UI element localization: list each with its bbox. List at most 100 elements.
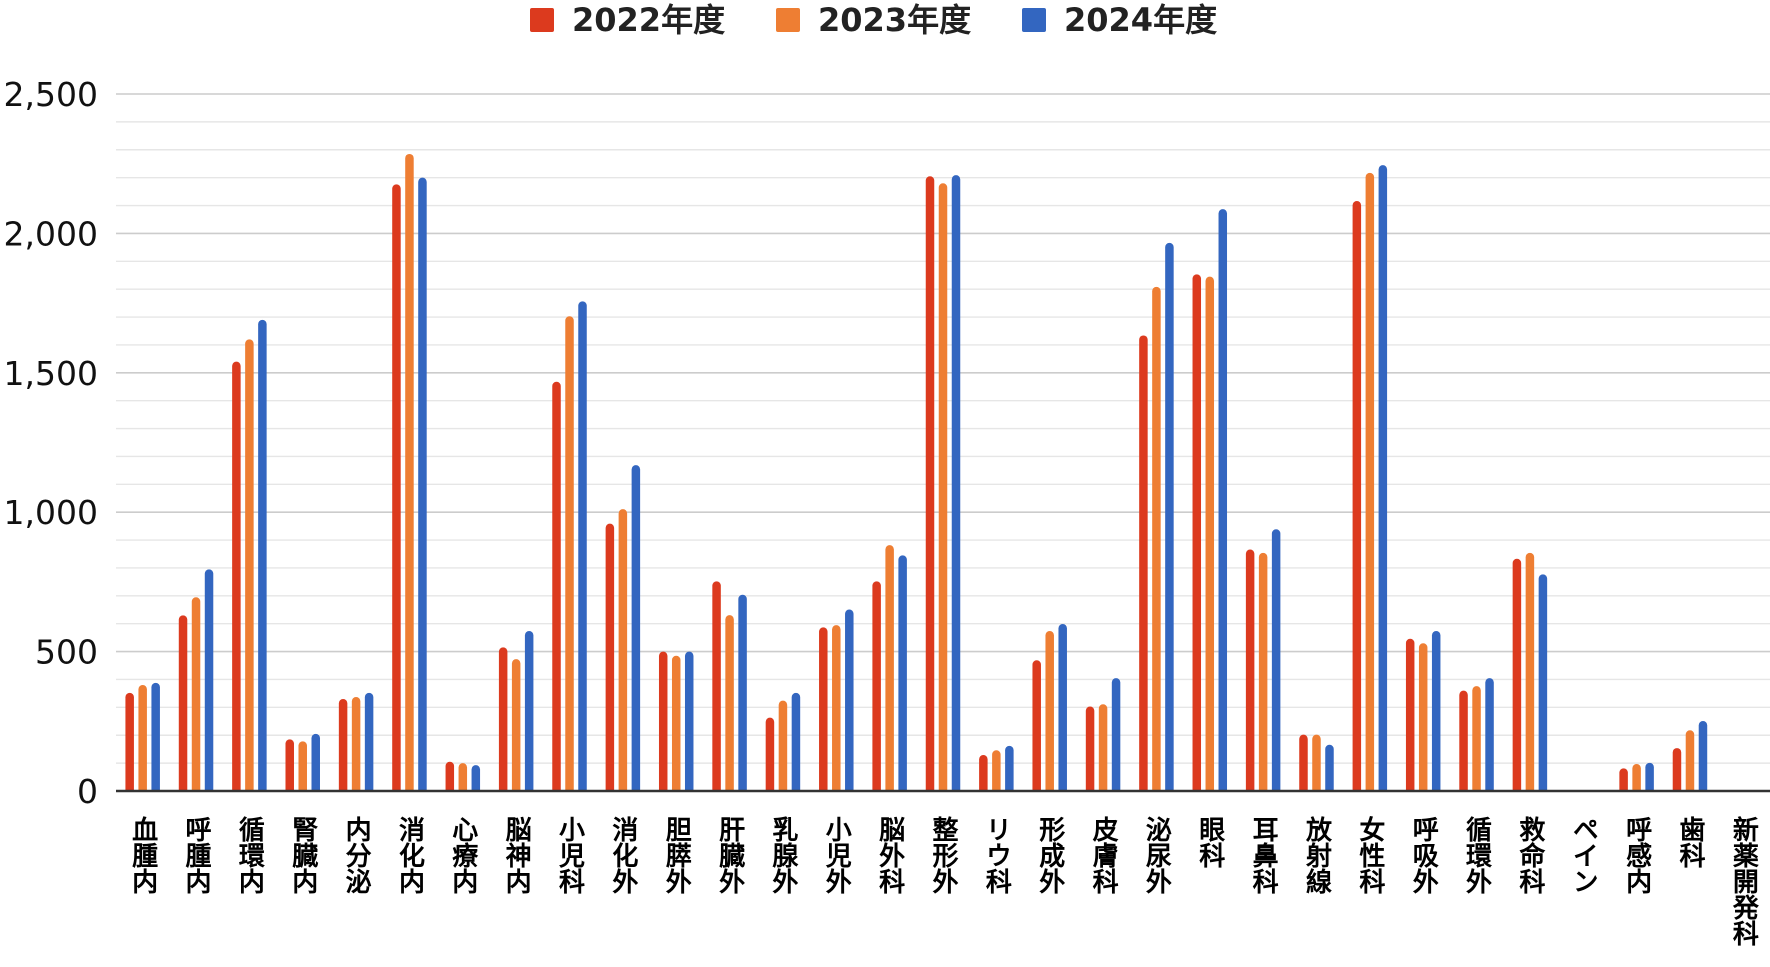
bar-2022年度: [392, 184, 401, 792]
x-tick-label: 脳神内: [501, 816, 532, 894]
bar-2024年度: [471, 765, 481, 791]
x-tick-label: 消化内: [394, 816, 424, 894]
bar-2024年度: [204, 569, 214, 791]
x-tick-label: 整形外: [928, 815, 958, 894]
y-tick-label: 1,500: [4, 354, 98, 393]
x-tick-label: 形成外: [1035, 816, 1065, 894]
bar-2023年度: [1205, 276, 1215, 791]
legend-label: 2023年度: [818, 1, 971, 39]
x-tick-label: 小児科: [555, 816, 585, 894]
legend-swatch: [530, 8, 554, 32]
bar-2023年度: [992, 750, 1001, 791]
bar-2024年度: [1698, 721, 1708, 791]
bar-2022年度: [1032, 660, 1041, 791]
x-tick-label: 歯科: [1675, 816, 1705, 868]
bar-2024年度: [845, 609, 854, 791]
bar-2022年度: [819, 627, 828, 791]
bar-2022年度: [232, 361, 241, 791]
x-tick-label: 腎臓内: [288, 816, 319, 894]
bar-2024年度: [1111, 678, 1121, 791]
bar-2023年度: [832, 625, 841, 791]
bar-2023年度: [511, 659, 521, 791]
bar-2022年度: [712, 581, 721, 791]
bar-2024年度: [524, 630, 534, 791]
bar-2022年度: [605, 523, 615, 791]
bar-2022年度: [125, 692, 134, 791]
x-axis: 血腫内 呼腫内 循環内 腎臓内 内分泌 消化内 心療内 脳神内 小児科 消化外 胆膵外 肝臓外 乳腺外小…: [116, 789, 1770, 946]
bar-2023年度: [138, 685, 147, 791]
bar-2022年度: [178, 615, 188, 791]
x-tick-label: ペイン: [1568, 816, 1598, 894]
bar-2024年度: [1538, 574, 1548, 791]
bar-2024年度: [1378, 165, 1388, 791]
bar-2023年度: [351, 697, 361, 791]
x-tick-label: 呼感内: [1622, 816, 1652, 894]
bar-2024年度: [1165, 242, 1174, 791]
bar-2023年度: [458, 763, 468, 791]
bar-2023年度: [1045, 630, 1054, 791]
bar-2023年度: [1258, 552, 1268, 791]
bar-2024年度: [1058, 623, 1067, 791]
y-axis: 0 500 1,000 1,500 2,000 2,500: [4, 75, 98, 811]
x-tick-label: 消化外: [608, 816, 638, 894]
bar-2024年度: [898, 555, 907, 791]
legend-swatch: [1022, 8, 1046, 32]
bar-2022年度: [338, 698, 348, 791]
bar-2022年度: [1192, 274, 1202, 791]
x-tick-label: 呼腫内: [181, 816, 211, 894]
bars: [125, 153, 1708, 792]
bar-2022年度: [1245, 549, 1255, 791]
legend-swatch: [776, 8, 800, 32]
bar-2024年度: [1005, 745, 1014, 791]
bar-2022年度: [285, 739, 294, 791]
x-tick-label: リウ科: [981, 816, 1011, 894]
bar-2024年度: [578, 301, 587, 791]
bar-2024年度: [684, 651, 694, 791]
bar-2022年度: [445, 761, 455, 791]
legend-label: 2022年度: [572, 1, 725, 39]
y-tick-label: 0: [77, 772, 98, 811]
bar-2024年度: [1271, 529, 1281, 791]
x-tick-label: 心療内: [448, 816, 478, 894]
legend-label: 2024年度: [1064, 1, 1217, 39]
bar-2022年度: [872, 581, 881, 791]
y-tick-label: 2,500: [4, 75, 98, 114]
x-tick-label: 女性科: [1355, 815, 1385, 894]
bar-2022年度: [1405, 638, 1415, 791]
bar-2023年度: [938, 183, 948, 791]
bar-2024年度: [1325, 744, 1334, 791]
bar-2024年度: [1485, 678, 1494, 791]
x-tick-label: 皮膚科: [1088, 816, 1118, 894]
bar-2022年度: [1139, 335, 1148, 791]
x-tick-label: 肝臓外: [715, 816, 746, 894]
bar-2023年度: [885, 545, 894, 791]
x-tick-label: 乳腺外: [768, 816, 799, 894]
bar-2023年度: [1365, 172, 1375, 792]
bar-2023年度: [1418, 643, 1428, 791]
bar-2022年度: [765, 717, 775, 791]
bar-2022年度: [658, 651, 668, 791]
bar-2024年度: [791, 692, 801, 791]
bar-2024年度: [1645, 762, 1654, 791]
x-tick-label: 眼科: [1195, 816, 1225, 868]
bar-2023年度: [778, 700, 788, 791]
bar-2022年度: [1352, 201, 1362, 791]
bar-2022年度: [979, 755, 988, 791]
bar-2022年度: [1672, 748, 1682, 791]
bar-2024年度: [631, 465, 641, 791]
y-tick-label: 500: [35, 633, 98, 672]
bar-2024年度: [951, 175, 961, 792]
x-tick-label: 新薬開発科: [1728, 815, 1759, 946]
bar-2023年度: [405, 153, 414, 791]
bar-2022年度: [1619, 768, 1628, 791]
bar-2024年度: [1218, 209, 1228, 791]
bar-2022年度: [1512, 558, 1522, 791]
bar-2023年度: [1152, 286, 1161, 791]
bar-2024年度: [738, 594, 747, 791]
legend: 2022年度 2023年度 2024年度: [530, 1, 1217, 39]
y-tick-label: 1,000: [4, 493, 98, 532]
x-tick-label: 放射線: [1301, 815, 1332, 895]
bar-2022年度: [1459, 690, 1468, 791]
x-tick-label: 内分泌: [341, 816, 371, 894]
